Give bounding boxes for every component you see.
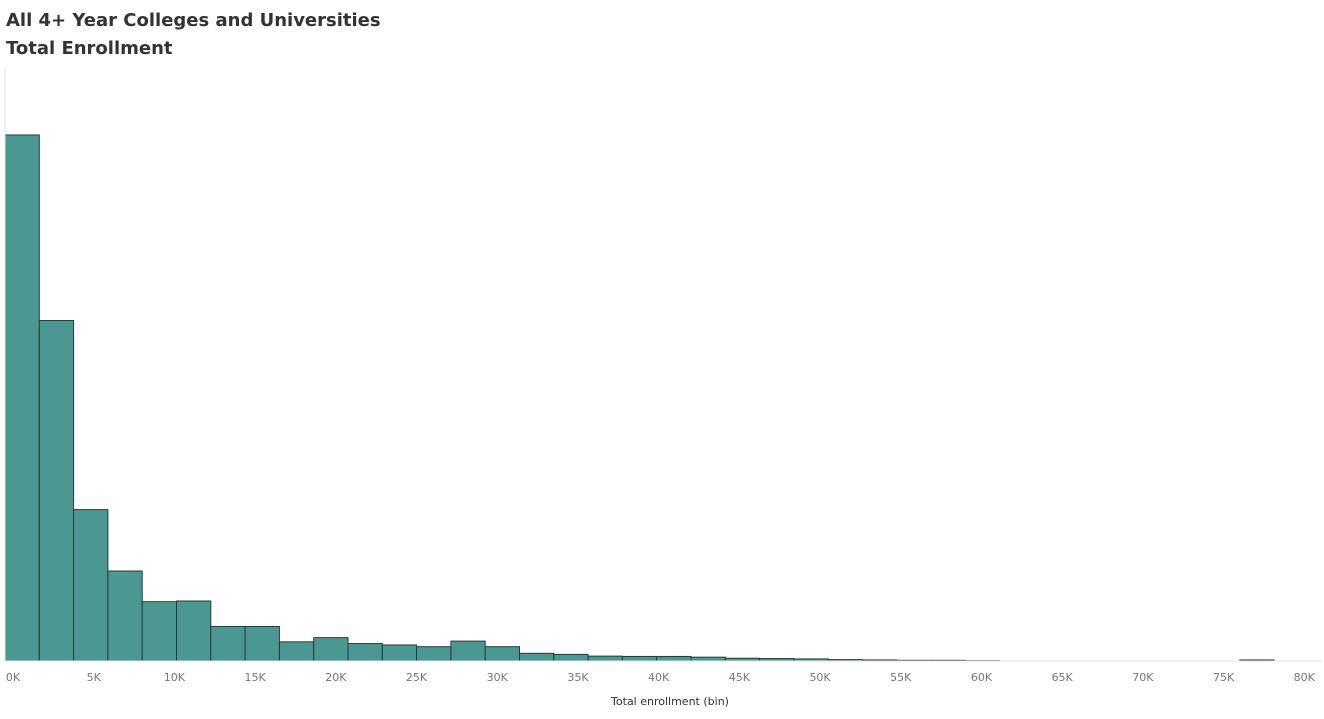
histogram-bar[interactable] [656, 655, 692, 662]
histogram-bar[interactable] [141, 601, 177, 662]
histogram-bar[interactable] [381, 644, 418, 662]
x-tick-label: 60K [971, 671, 993, 684]
x-tick-label: 50K [809, 671, 831, 684]
histogram-bar[interactable] [347, 643, 383, 662]
histogram-bar[interactable] [690, 656, 726, 662]
histogram-bar[interactable] [484, 646, 521, 662]
histogram-bar[interactable] [621, 655, 658, 662]
bars-group [4, 134, 1275, 662]
x-tick-label: 80K [1294, 671, 1316, 684]
x-tick-label: 20K [325, 671, 347, 684]
x-tick-label: 0K [6, 671, 21, 684]
histogram-bar[interactable] [553, 653, 589, 662]
x-tick-label: 10K [164, 671, 186, 684]
x-tick-label: 75K [1213, 671, 1235, 684]
x-tick-label: 30K [487, 671, 509, 684]
x-tick-label: 55K [890, 671, 912, 684]
histogram-bar[interactable] [313, 637, 349, 662]
histogram-bar[interactable] [450, 640, 486, 662]
x-tick-label: 40K [648, 671, 670, 684]
histogram-bar[interactable] [38, 320, 75, 662]
histogram-bar[interactable] [416, 646, 452, 662]
x-tick-labels: 0K 5K 10K 15K 20K 25K 30K 35K 40K 45K 50K 55K 60K 65K… [6, 671, 1316, 684]
chart-title: All 4+ Year Colleges and Universities [6, 10, 381, 31]
histogram-bar[interactable] [519, 652, 555, 662]
x-tick-label: 25K [406, 671, 428, 684]
histogram-bar[interactable] [73, 509, 109, 662]
x-tick-label: 15K [245, 671, 267, 684]
histogram-bar[interactable] [210, 625, 246, 662]
histogram-bar[interactable] [176, 600, 212, 662]
chart-title-block: All 4+ Year Colleges and Universities To… [6, 7, 381, 63]
histogram-bar[interactable] [278, 641, 315, 662]
x-tick-label: 35K [567, 671, 589, 684]
x-tick-label: 5K [87, 671, 102, 684]
histogram-bar[interactable] [244, 625, 280, 662]
x-axis-label: Total enrollment (bin) [610, 695, 729, 708]
x-tick-label: 45K [729, 671, 751, 684]
x-tick-label: 65K [1052, 671, 1074, 684]
histogram-bar[interactable] [587, 655, 623, 662]
x-tick-label: 70K [1132, 671, 1154, 684]
histogram-bar[interactable] [4, 134, 40, 662]
chart-subtitle: Total Enrollment [6, 38, 173, 59]
histogram-bar[interactable] [107, 570, 143, 662]
